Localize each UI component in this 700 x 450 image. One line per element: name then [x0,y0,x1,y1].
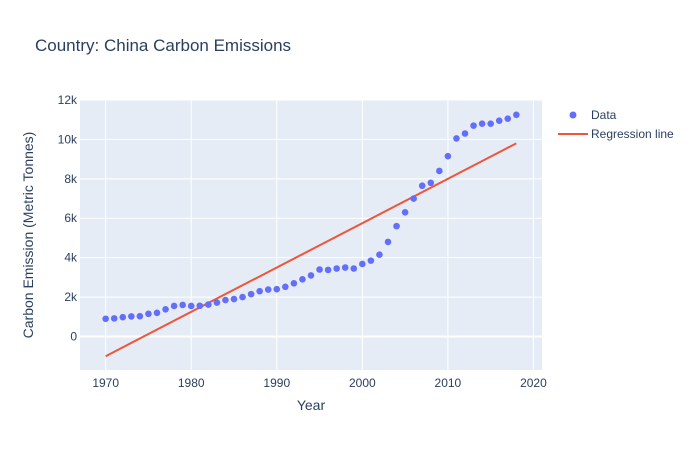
data-series [102,111,520,323]
legend-marker-data [569,111,577,119]
y-tick-label: 4k [64,251,78,265]
data-point[interactable] [359,260,366,268]
x-axis-ticks: 1970 1980 1990 2000 2010 2020 [92,376,547,390]
data-point[interactable] [179,301,186,309]
legend[interactable]: Data Regression line [558,108,674,141]
data-point[interactable] [145,310,152,318]
y-tick-label: 0 [70,329,77,343]
data-point[interactable] [247,290,255,298]
data-point[interactable] [307,272,315,279]
data-point[interactable] [427,179,435,187]
data-point[interactable] [453,135,460,142]
data-point[interactable] [136,312,144,320]
data-point[interactable] [119,313,127,321]
data-point[interactable] [487,120,494,127]
data-point[interactable] [410,195,417,202]
data-point[interactable] [367,257,375,264]
data-point[interactable] [316,266,323,273]
data-point[interactable] [418,182,426,190]
data-point[interactable] [504,115,512,123]
x-tick-label: 2010 [435,376,462,390]
data-point[interactable] [333,265,340,272]
data-point[interactable] [162,305,169,313]
data-point[interactable] [102,315,109,323]
x-axis-title: Year [297,397,326,413]
plot-area [80,100,542,370]
y-tick-label: 12k [58,93,78,107]
x-tick-label: 1990 [263,376,290,390]
regression-line [105,142,517,358]
data-point[interactable] [401,209,409,216]
y-axis-title: Carbon Emission (Metric Tonnes) [20,132,36,339]
data-point[interactable] [170,302,178,310]
legend-label-regression: Regression line [591,127,674,141]
data-point[interactable] [230,295,238,303]
data-point[interactable] [187,302,195,310]
data-point[interactable] [273,285,281,293]
data-point[interactable] [213,299,221,306]
data-point[interactable] [384,238,392,246]
data-point[interactable] [239,293,246,301]
data-point[interactable] [513,111,520,119]
chart-title: Country: China Carbon Emissions [35,36,291,55]
data-point[interactable] [290,279,298,287]
data-point[interactable] [196,302,204,310]
x-tick-label: 2000 [349,376,376,390]
legend-label-data: Data [591,108,617,122]
data-point[interactable] [444,152,452,160]
x-tick-label: 1980 [178,376,205,390]
data-point[interactable] [264,286,272,293]
data-point[interactable] [495,117,503,124]
data-point[interactable] [324,266,332,274]
y-axis-ticks: 0 2k 4k 6k 8k 10k 12k [58,93,78,343]
data-point[interactable] [393,222,400,230]
data-point[interactable] [478,120,486,127]
y-tick-label: 8k [64,172,78,186]
data-point[interactable] [222,296,229,304]
data-point[interactable] [205,301,212,308]
data-point[interactable] [153,309,161,317]
regression-series [105,142,517,358]
y-tick-label: 2k [64,290,78,304]
data-point[interactable] [350,265,358,272]
data-point[interactable] [436,167,443,175]
data-point[interactable] [110,315,118,322]
x-tick-label: 1970 [92,376,119,390]
data-point[interactable] [341,264,349,271]
data-point[interactable] [376,251,383,259]
grid [80,99,542,370]
y-tick-label: 10k [58,132,78,146]
x-tick-label: 2020 [520,376,547,390]
data-point[interactable] [128,313,135,320]
y-tick-label: 6k [64,211,78,225]
data-point[interactable] [282,283,289,291]
data-point[interactable] [470,122,477,129]
data-point[interactable] [299,276,306,283]
data-point[interactable] [256,287,263,295]
data-point[interactable] [461,130,469,137]
